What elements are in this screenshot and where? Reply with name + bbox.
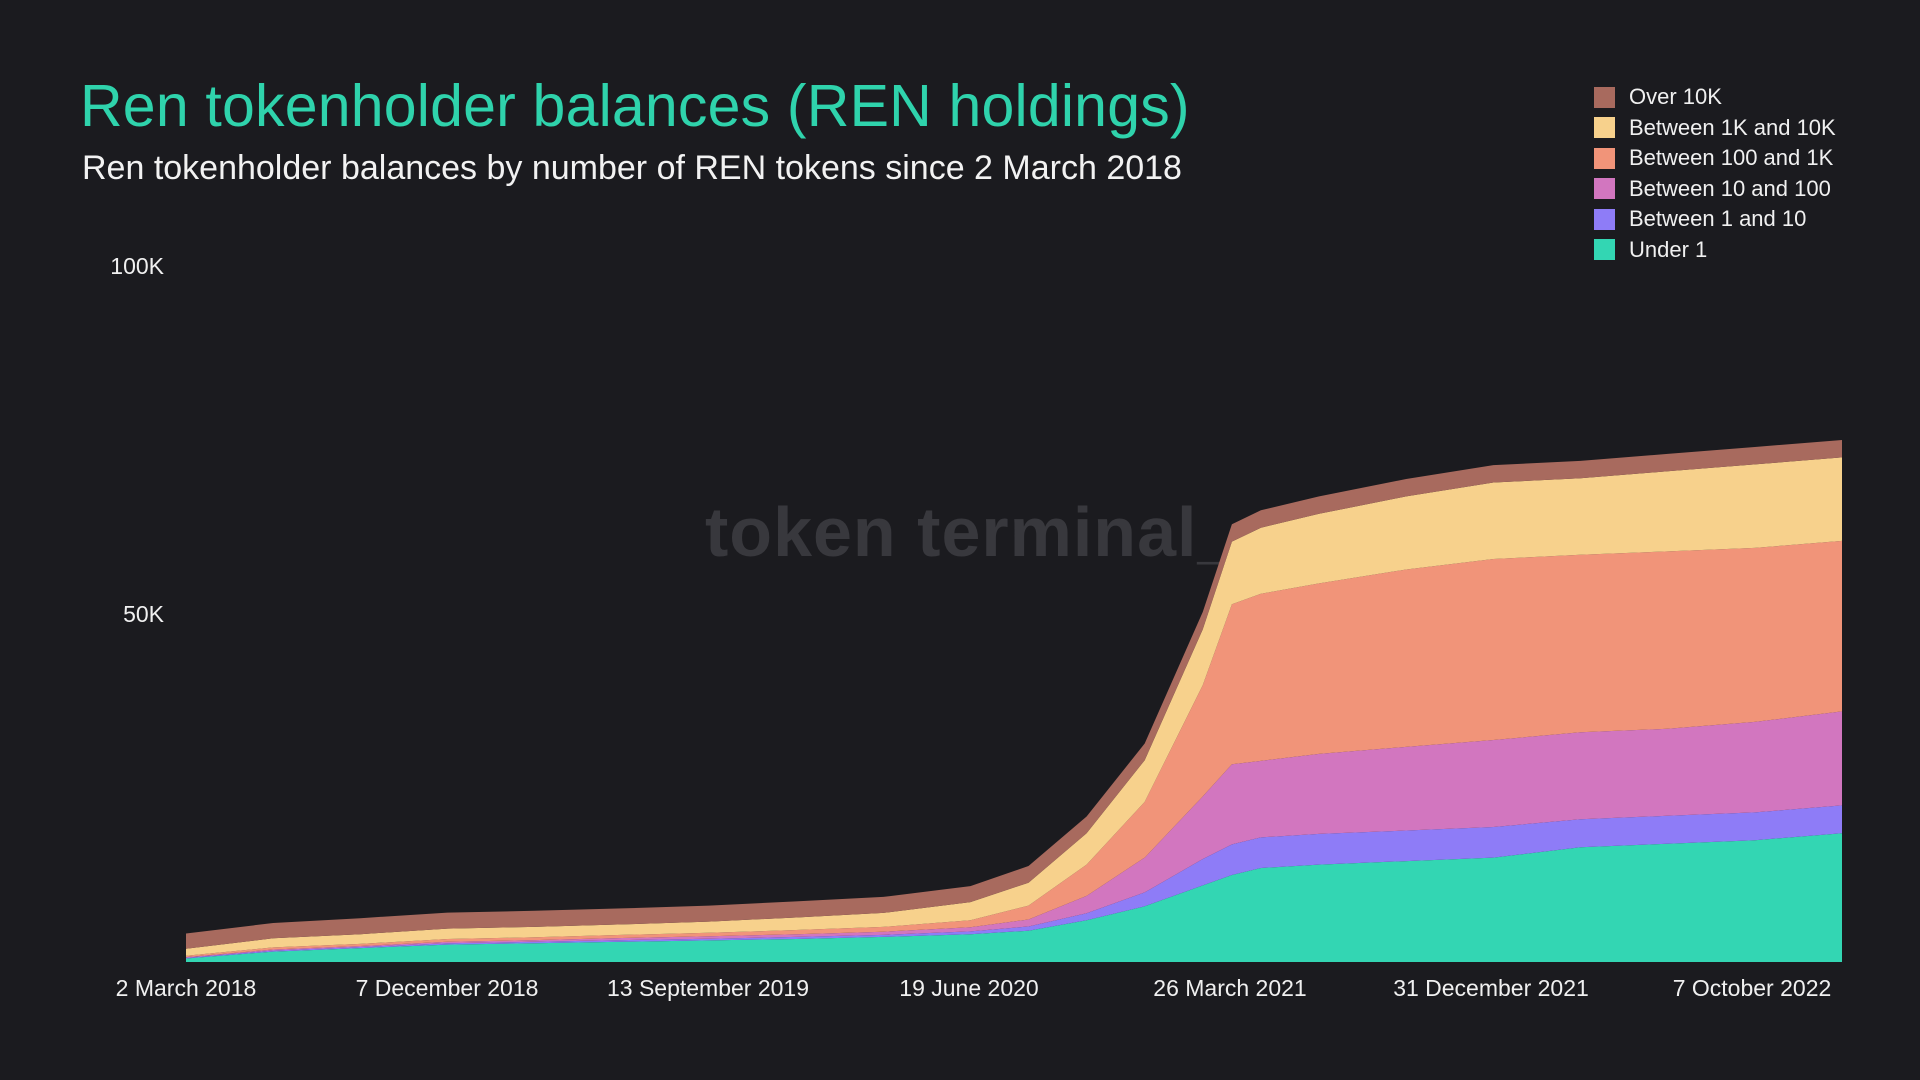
legend-swatch [1594, 178, 1615, 200]
legend-label: Between 1K and 10K [1629, 114, 1836, 140]
area-series-under-1 [186, 833, 1842, 962]
x-tick-label: 31 December 2021 [1393, 975, 1589, 1001]
legend-swatch [1594, 147, 1615, 169]
x-tick-label: 13 September 2019 [607, 975, 809, 1001]
x-tick-label: 19 June 2020 [899, 975, 1038, 1001]
legend-item: Under 1 [1594, 235, 1836, 266]
legend-swatch [1594, 117, 1615, 139]
watermark-logo: token terminal_ [705, 493, 1238, 571]
legend-item: Over 10K [1594, 82, 1836, 113]
area-series-between-100-and-1k [186, 540, 1842, 958]
x-tick-label: 7 October 2022 [1673, 975, 1832, 1001]
area-series-between-1-and-10 [186, 805, 1842, 959]
y-tick-label: 100K [110, 253, 164, 279]
x-tick-label: 2 March 2018 [116, 975, 257, 1001]
legend-label: Between 10 and 100 [1629, 175, 1831, 201]
x-tick-label: 26 March 2021 [1153, 975, 1306, 1001]
chart-title: Ren tokenholder balances (REN holdings) [80, 73, 1190, 139]
legend-swatch [1594, 86, 1615, 108]
chart-legend: Over 10K Between 1K and 10K Between 100 an… [1594, 82, 1836, 265]
legend-item: Between 1 and 10 [1594, 204, 1836, 235]
area-series-between-10-and-100 [186, 711, 1842, 958]
legend-item: Between 1K and 10K [1594, 113, 1836, 144]
legend-label: Over 10K [1629, 84, 1722, 110]
legend-label: Between 1 and 10 [1629, 206, 1807, 232]
chart-subtitle: Ren tokenholder balances by number of RE… [82, 149, 1182, 187]
legend-swatch [1594, 239, 1615, 261]
legend-label: Between 100 and 1K [1629, 145, 1834, 171]
area-series-between-1k-and-10k [186, 457, 1842, 956]
legend-item: Between 100 and 1K [1594, 143, 1836, 174]
legend-item: Between 10 and 100 [1594, 174, 1836, 205]
x-tick-label: 7 December 2018 [356, 975, 539, 1001]
legend-swatch [1594, 208, 1615, 230]
legend-label: Under 1 [1629, 236, 1708, 262]
y-tick-label: 50K [123, 601, 165, 627]
